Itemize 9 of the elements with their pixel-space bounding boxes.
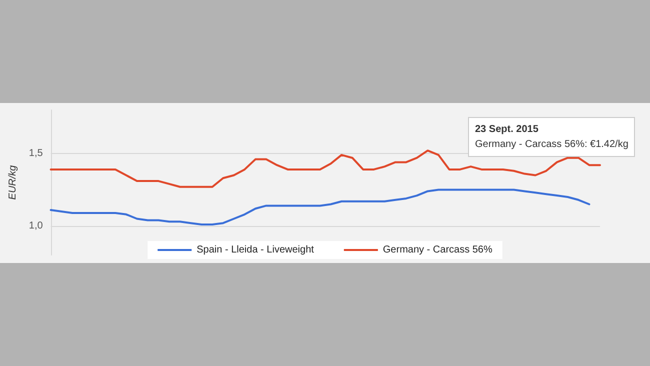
line-series bbox=[50, 188, 590, 226]
annotation: 23 Sept. 2015 bbox=[475, 123, 540, 137]
y-tick-label: 1,5 bbox=[28, 148, 44, 159]
legend-label: Germany - Carcass 56% bbox=[382, 244, 492, 256]
y-axis-title: EUR/kg bbox=[8, 164, 18, 200]
legend-label: Spain - Lleida - Liveweight bbox=[196, 244, 314, 256]
annotation: Germany - Carcass 56%: €1.42/kg bbox=[475, 138, 628, 152]
y-tick-label: 1,0 bbox=[28, 220, 44, 232]
line-series bbox=[50, 150, 601, 188]
